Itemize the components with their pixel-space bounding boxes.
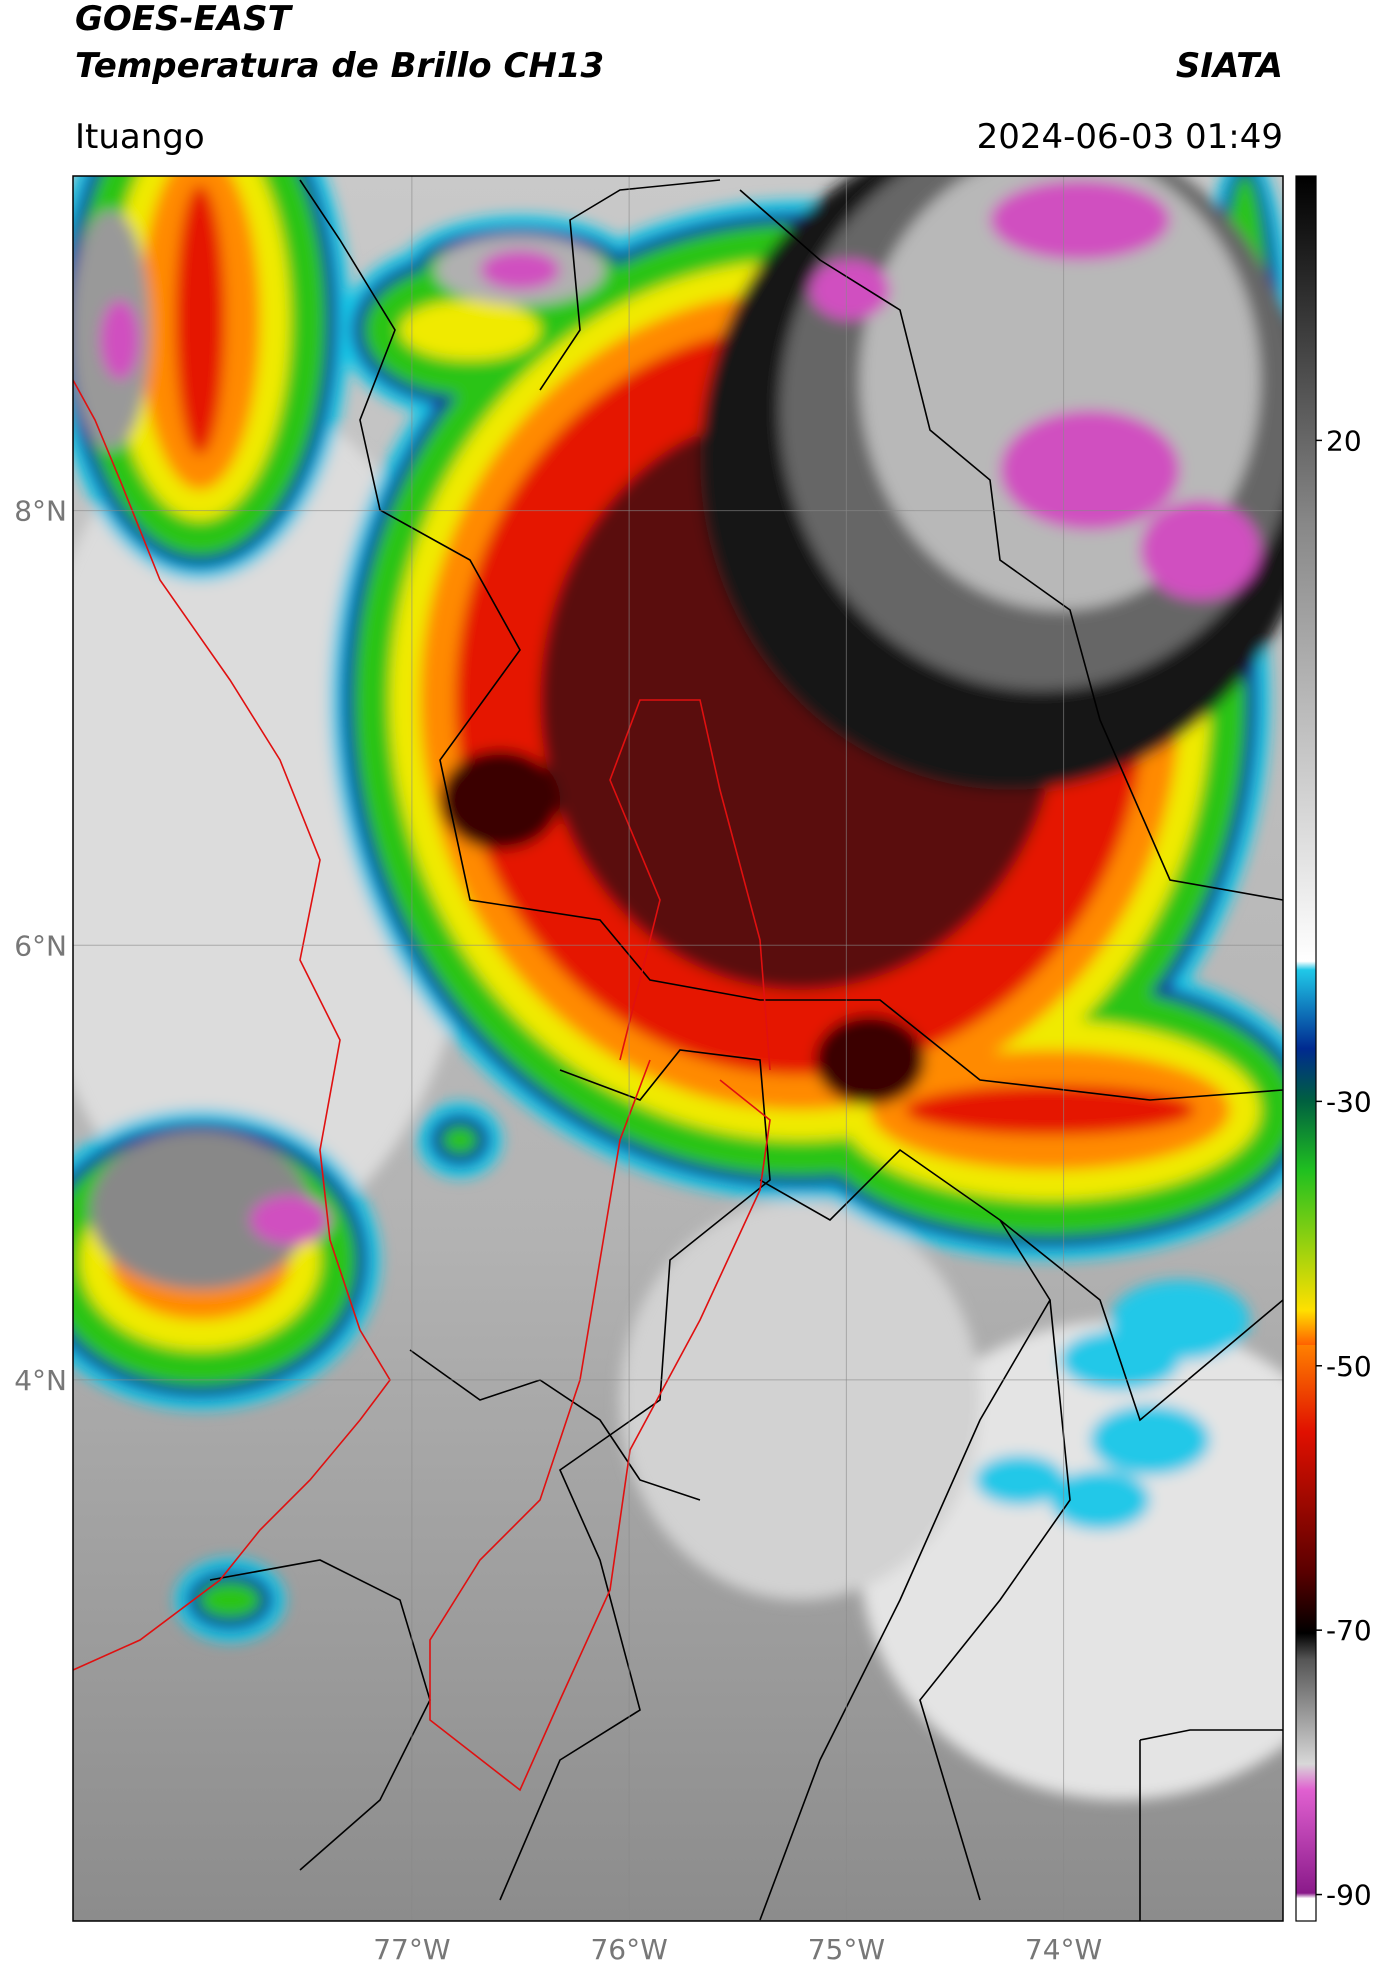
- cold-patch: [1050, 1470, 1150, 1530]
- cloud-layer: [400, 300, 540, 360]
- cloud-top: [90, 1130, 310, 1290]
- colorbar: [1295, 175, 1317, 1922]
- overshoot: [480, 250, 560, 290]
- lat-tick-label: 8°N: [14, 495, 67, 528]
- map-image: [73, 176, 1283, 1921]
- cloud-core: [440, 750, 560, 850]
- colorbar-tick-label: -90: [1326, 1879, 1372, 1912]
- lon-tick-label: 76°W: [590, 1933, 667, 1966]
- lon-tick-label: 77°W: [373, 1933, 450, 1966]
- map-frame: [72, 175, 1284, 1922]
- lat-tick-label: 4°N: [14, 1364, 67, 1397]
- cloud-layer: [442, 1126, 478, 1154]
- title: GOES-EAST: [75, 0, 294, 39]
- datetime: 2024-06-03 01:49: [977, 117, 1283, 157]
- cloud-layer: [199, 1582, 261, 1618]
- lon-tick-label: 74°W: [1025, 1933, 1102, 1966]
- overshoot: [250, 1195, 330, 1245]
- location: Ituango: [75, 117, 205, 157]
- cold-patch: [975, 1455, 1065, 1505]
- organization: SIATA: [1176, 46, 1283, 86]
- colorbar-tick-label: -70: [1326, 1614, 1372, 1647]
- overshoot: [990, 180, 1170, 260]
- overshoot: [1140, 500, 1260, 600]
- colorbar-tick-label: -50: [1326, 1350, 1372, 1383]
- cloud-layer: [905, 1085, 1195, 1135]
- lon-tick-label: 75°W: [808, 1933, 885, 1966]
- cloud-core: [815, 1015, 925, 1105]
- overshoot: [1000, 410, 1180, 530]
- overshoot: [810, 260, 890, 320]
- overshoot: [100, 300, 140, 380]
- cloud-layer: [175, 185, 225, 455]
- colorbar-tick-label: -30: [1326, 1085, 1372, 1118]
- colorbar-tick-label: 20: [1326, 424, 1362, 457]
- lat-tick-label: 6°N: [14, 929, 67, 962]
- cold-patch: [1090, 1405, 1210, 1475]
- subtitle: Temperatura de Brillo CH13: [75, 46, 604, 86]
